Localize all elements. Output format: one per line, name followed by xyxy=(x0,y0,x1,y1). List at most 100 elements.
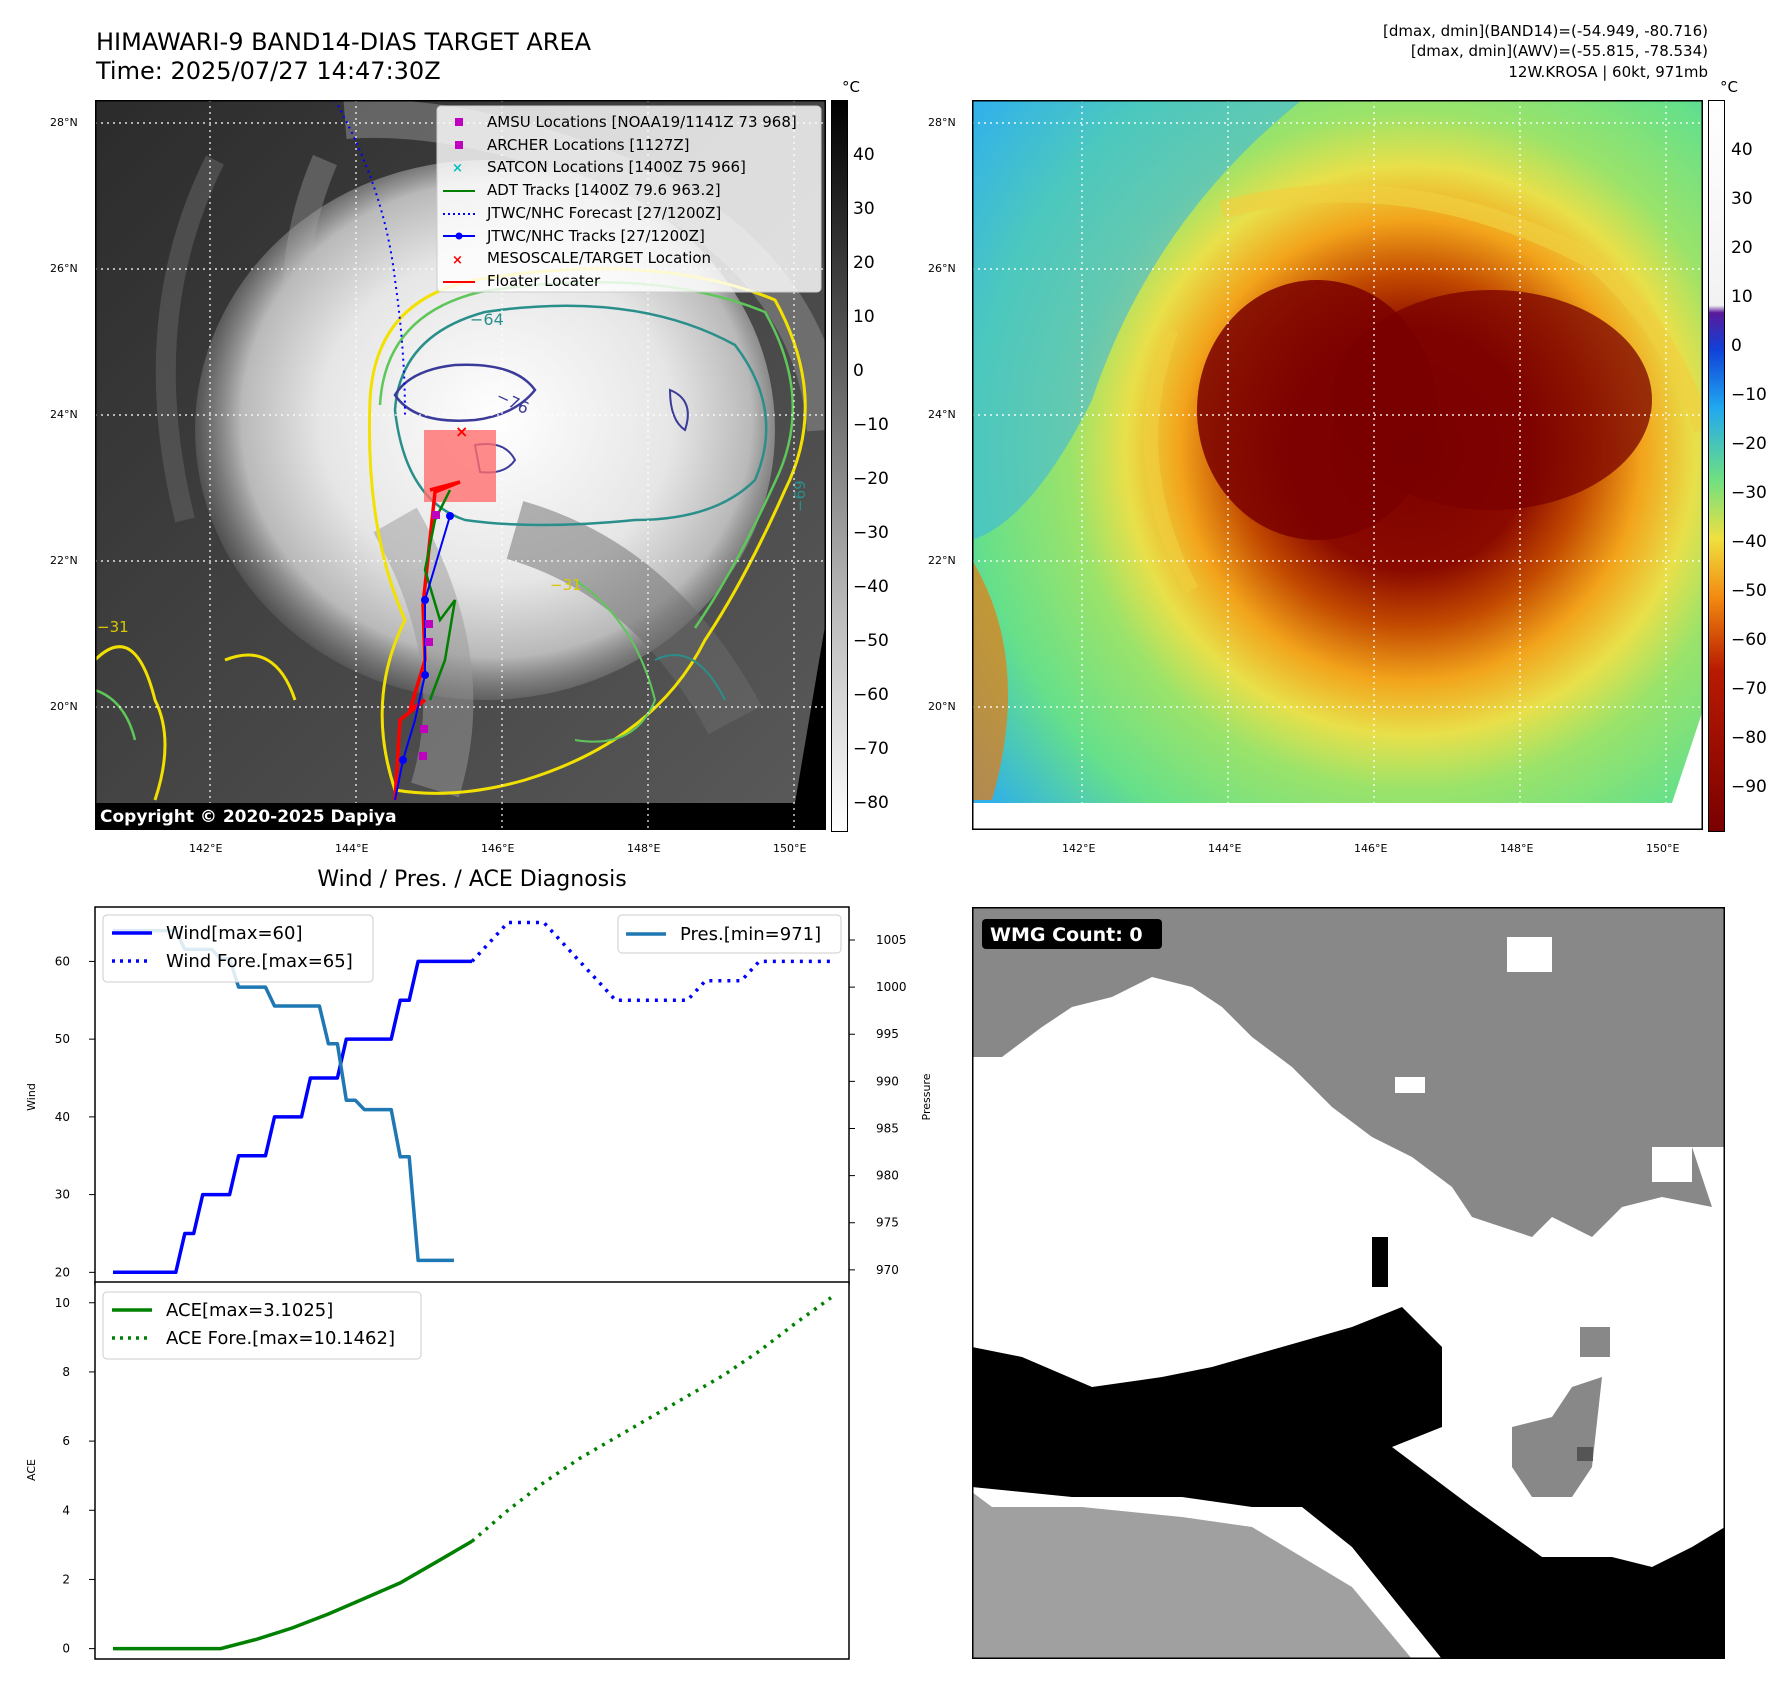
cb-tick: −50 xyxy=(853,631,889,651)
ace-series-line xyxy=(113,1539,473,1651)
contour-green-outer xyxy=(378,280,795,629)
cb-tick: −80 xyxy=(853,793,889,813)
pressure-tick-label: 980 xyxy=(876,1169,899,1183)
wind-tick-label: 30 xyxy=(55,1188,70,1202)
map-band14: −64 −76 −31 −31 −69 × Copyright © 2020-2… xyxy=(93,99,845,830)
colorbar-band14 xyxy=(831,100,848,832)
legend-ace-forecast: ACE Fore.[max=10.1462] xyxy=(166,1328,395,1349)
lon-label: 148°E xyxy=(627,842,661,855)
lat-label: 28°N xyxy=(928,116,956,129)
pressure-legend: Pres.[min=971] xyxy=(617,914,842,954)
cb-tick: −40 xyxy=(1731,532,1767,552)
lon-label: 142°E xyxy=(189,842,223,855)
ace-tick-label: 6 xyxy=(62,1434,70,1448)
lat-label: 22°N xyxy=(928,554,956,567)
cb-tick: 10 xyxy=(1731,287,1753,307)
figure-title: HIMAWARI-9 BAND14-DIAS TARGET AREA xyxy=(96,28,592,56)
cb-tick: −10 xyxy=(853,415,889,435)
lon-label: 150°E xyxy=(1646,842,1680,855)
contour-label: −64 xyxy=(470,310,504,329)
colorbar-unit: °C xyxy=(842,78,860,96)
wind-tick-label: 60 xyxy=(55,954,70,968)
lon-label: 150°E xyxy=(773,842,807,855)
cb-tick: 30 xyxy=(1731,189,1753,209)
stats-band14: [dmax, dmin](BAND14)=(-54.949, -80.716) xyxy=(1383,22,1708,40)
cb-tick: 30 xyxy=(853,199,875,219)
cb-tick: 0 xyxy=(1731,336,1742,356)
legend-archer: ARCHER Locations [1127Z] xyxy=(487,136,690,154)
stats-awv: [dmax, dmin](AWV)=(-55.815, -78.534) xyxy=(1410,42,1708,60)
pressure-tick-label: 985 xyxy=(876,1121,899,1135)
lon-label: 144°E xyxy=(335,842,369,855)
ace-tick-label: 8 xyxy=(62,1365,70,1379)
legend-floater: Floater Locater xyxy=(487,272,601,290)
ace-axis-label: ACE xyxy=(25,1459,38,1481)
legend-wind: Wind[max=60] xyxy=(166,923,303,944)
pressure-axis-label: Pressure xyxy=(920,1073,933,1120)
lon-label: 148°E xyxy=(1500,842,1534,855)
wind-axis-label: Wind xyxy=(25,1083,38,1111)
lat-label: 26°N xyxy=(928,262,956,275)
wmg-count-badge: WMG Count: 0 xyxy=(990,924,1143,946)
cb-tick: −60 xyxy=(853,685,889,705)
lon-label: 146°E xyxy=(481,842,515,855)
contour-label: −69 xyxy=(791,480,809,512)
figure-time: Time: 2025/07/27 14:47:30Z xyxy=(96,57,441,85)
ace-tick-label: 4 xyxy=(62,1503,70,1517)
contour-teal xyxy=(393,304,768,527)
wind-tick-label: 40 xyxy=(55,1110,70,1124)
lat-label: 22°N xyxy=(50,554,78,567)
colorbar-band14-ticks: 40 30 20 10 0 −10 −20 −30 −40 −50 −60 −7… xyxy=(853,100,913,830)
pressure-tick-label: 990 xyxy=(876,1074,899,1088)
cb-tick: 10 xyxy=(853,307,875,327)
cb-tick: −40 xyxy=(853,577,889,597)
legend-jtwc-forecast: JTWC/NHC Forecast [27/1200Z] xyxy=(486,204,721,222)
wind-tick-label: 50 xyxy=(55,1032,70,1046)
legend-adt: ADT Tracks [1400Z 79.6 963.2] xyxy=(487,181,721,199)
jtwc-forecast-track xyxy=(334,99,406,416)
colorbar-unit: °C xyxy=(1720,78,1738,96)
cb-tick: −90 xyxy=(1731,777,1767,797)
contour-label: −31 xyxy=(550,576,582,594)
cb-tick: 40 xyxy=(853,145,875,165)
legend-satcon: SATCON Locations [1400Z 75 966] xyxy=(487,158,746,176)
pressure-tick-label: 970 xyxy=(876,1263,899,1277)
lat-label: 20°N xyxy=(928,700,956,713)
cb-tick: 0 xyxy=(853,361,864,381)
svg-text:×: × xyxy=(452,253,463,268)
ace-tick-label: 0 xyxy=(62,1642,70,1656)
wmg-panel: WMG Count: 0 xyxy=(972,907,1725,1659)
cb-tick: −30 xyxy=(853,523,889,543)
pressure-tick-label: 1000 xyxy=(876,980,907,994)
cb-tick: −30 xyxy=(1731,483,1767,503)
svg-text:×: × xyxy=(452,161,463,176)
cb-tick: −70 xyxy=(853,739,889,759)
mesoscale-target-marker: × xyxy=(455,422,468,441)
pressure-tick-label: 995 xyxy=(876,1027,899,1041)
legend-mesoscale: MESOSCALE/TARGET Location xyxy=(487,249,711,267)
cb-tick: 20 xyxy=(1731,238,1753,258)
ace-forecast-series-line xyxy=(470,1296,833,1543)
lat-label: 26°N xyxy=(50,262,78,275)
legend-amsu: AMSU Locations [NOAA19/1141Z 73 968] xyxy=(487,113,797,131)
ace-legend: ACE[max=3.1025] ACE Fore.[max=10.1462] xyxy=(102,1291,422,1360)
contour-label: −31 xyxy=(97,618,129,636)
cb-tick: −10 xyxy=(1731,385,1767,405)
wind-series-line xyxy=(113,959,472,1275)
cb-tick: 20 xyxy=(853,253,875,273)
wind-legend: Wind[max=60] Wind Fore.[max=65] xyxy=(102,914,374,983)
cb-tick: −20 xyxy=(1731,434,1767,454)
contour-indigo xyxy=(393,363,537,422)
cb-tick: −20 xyxy=(853,469,889,489)
stats-storm: 12W.KROSA | 60kt, 971mb xyxy=(1508,63,1708,81)
ace-tick-label: 2 xyxy=(62,1572,70,1586)
lat-label: 24°N xyxy=(50,408,78,421)
colorbar-awv xyxy=(1708,100,1725,832)
map-awv xyxy=(972,100,1712,830)
ace-tick-label: 10 xyxy=(55,1296,70,1310)
lon-label: 142°E xyxy=(1062,842,1096,855)
adt-track xyxy=(423,489,457,701)
wmg-lightgray-region xyxy=(972,1492,1412,1659)
cb-tick: −80 xyxy=(1731,728,1767,748)
legend-wind-forecast: Wind Fore.[max=65] xyxy=(166,951,353,972)
